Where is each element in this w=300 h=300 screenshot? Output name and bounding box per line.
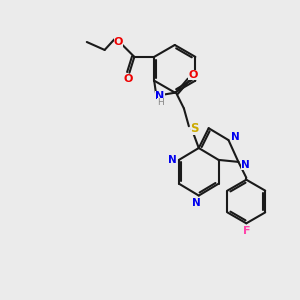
Text: N: N	[155, 91, 165, 100]
Text: F: F	[243, 226, 250, 236]
Text: O: O	[188, 70, 197, 80]
Text: H: H	[157, 98, 164, 107]
Text: N: N	[231, 132, 240, 142]
Text: N: N	[192, 199, 201, 208]
Text: N: N	[241, 160, 250, 170]
Text: S: S	[190, 122, 199, 135]
Text: N: N	[168, 155, 176, 165]
Text: O: O	[114, 37, 123, 47]
Text: O: O	[124, 74, 133, 84]
